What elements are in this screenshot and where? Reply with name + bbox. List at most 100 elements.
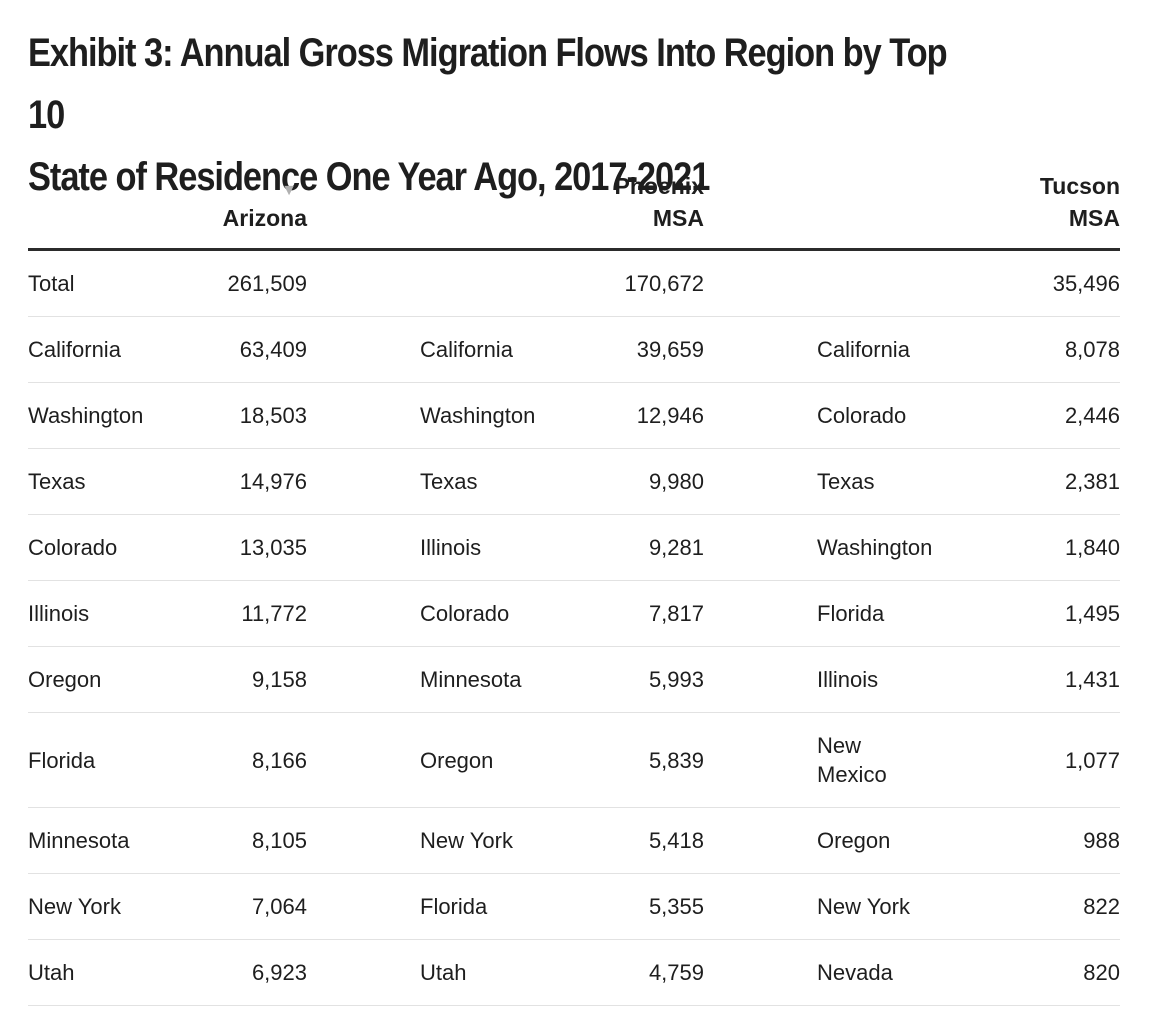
- phoenix-value-cell: 4,759: [600, 939, 704, 1006]
- arizona-value-cell: 18,503: [208, 382, 307, 449]
- tucson-value-cell: 820: [997, 939, 1120, 1006]
- header-spacer: [817, 170, 997, 251]
- table-row: Florida 8,166 Oregon 5,839 New Mexico 1,077: [28, 712, 1120, 808]
- tucson-value-cell: 1,077: [997, 712, 1120, 808]
- tucson-state-cell: Illinois: [817, 646, 997, 713]
- total-phoenix: 170,672: [600, 249, 704, 317]
- phoenix-value-cell: 9,281: [600, 514, 704, 581]
- tucson-state-line: Colorado: [817, 403, 907, 428]
- migration-table: ▼ Arizona Phoenix MSA Tucson MSA Tota: [28, 170, 1120, 1006]
- tucson-value-cell: 822: [997, 873, 1120, 940]
- table-row: California 63,409 California 39,659 Californ…: [28, 316, 1120, 383]
- tucson-value-cell: 1,431: [997, 646, 1120, 713]
- phoenix-value-cell: 7,817: [600, 580, 704, 647]
- total-arizona: 261,509: [208, 249, 307, 317]
- table-row: Illinois 11,772 Colorado 7,817 Florida 1,495: [28, 580, 1120, 647]
- tucson-state-line: Nevada: [817, 960, 893, 985]
- arizona-value-cell: 6,923: [208, 939, 307, 1006]
- tucson-state-line: New: [817, 733, 862, 758]
- arizona-value-cell: 13,035: [208, 514, 307, 581]
- tucson-state-cell: Oregon: [817, 807, 997, 874]
- arizona-state-cell: Colorado: [28, 514, 208, 581]
- tucson-value-cell: 8,078: [997, 316, 1120, 383]
- phoenix-value-cell: 5,355: [600, 873, 704, 940]
- total-label: Total: [28, 249, 208, 317]
- arizona-value-cell: 8,105: [208, 807, 307, 874]
- table-row: New York 7,064 Florida 5,355 New York 822: [28, 873, 1120, 940]
- arizona-state-cell: New York: [28, 873, 208, 940]
- arizona-value-cell: 63,409: [208, 316, 307, 383]
- tucson-value-cell: 1,495: [997, 580, 1120, 647]
- phoenix-state-cell: Oregon: [420, 712, 600, 808]
- tucson-state-line: Oregon: [817, 828, 891, 853]
- table-row: Utah 6,923 Utah 4,759 Nevada 820: [28, 939, 1120, 1006]
- phoenix-state-cell: Minnesota: [420, 646, 600, 713]
- tucson-state-line: Washington: [817, 535, 933, 560]
- table-row: Minnesota 8,105 New York 5,418 Oregon 988: [28, 807, 1120, 874]
- tucson-value-cell: 2,446: [997, 382, 1120, 449]
- sort-descending-icon[interactable]: ▼: [281, 182, 297, 199]
- table-row: Texas 14,976 Texas 9,980 Texas 2,381: [28, 448, 1120, 515]
- tucson-state-line: Mexico: [817, 762, 887, 787]
- tucson-state-cell: California: [817, 316, 997, 383]
- arizona-state-cell: Washington: [28, 382, 208, 449]
- column-header-tucson-line-2: MSA: [1068, 205, 1120, 231]
- column-header-arizona[interactable]: ▼ Arizona: [208, 170, 307, 251]
- tucson-state-cell: Colorado: [817, 382, 997, 449]
- column-header-phoenix-line-1: Phoenix: [614, 173, 704, 199]
- arizona-state-cell: California: [28, 316, 208, 383]
- header-row: ▼ Arizona Phoenix MSA Tucson MSA: [28, 170, 1120, 251]
- header-spacer: [420, 170, 600, 251]
- column-header-phoenix[interactable]: Phoenix MSA: [600, 170, 704, 251]
- phoenix-value-cell: 5,993: [600, 646, 704, 713]
- phoenix-state-cell: California: [420, 316, 600, 383]
- total-tucson: 35,496: [997, 249, 1120, 317]
- arizona-value-cell: 9,158: [208, 646, 307, 713]
- tucson-state-cell: New Mexico: [817, 712, 997, 808]
- column-header-arizona-label: Arizona: [222, 205, 307, 231]
- tucson-value-cell: 2,381: [997, 448, 1120, 515]
- tucson-state-cell: New York: [817, 873, 997, 940]
- column-header-tucson[interactable]: Tucson MSA: [997, 170, 1120, 251]
- phoenix-value-cell: 39,659: [600, 316, 704, 383]
- tucson-value-cell: 988: [997, 807, 1120, 874]
- tucson-state-cell: Washington: [817, 514, 997, 581]
- tucson-state-cell: Texas: [817, 448, 997, 515]
- column-header-phoenix-line-2: MSA: [652, 205, 704, 231]
- arizona-state-cell: Oregon: [28, 646, 208, 713]
- arizona-value-cell: 14,976: [208, 448, 307, 515]
- header-spacer: [307, 170, 420, 251]
- arizona-value-cell: 7,064: [208, 873, 307, 940]
- tucson-state-line: California: [817, 337, 910, 362]
- phoenix-state-cell: Washington: [420, 382, 600, 449]
- table-body: Total 261,509 170,672 35,496 California 6…: [28, 249, 1120, 1006]
- table-row: Washington 18,503 Washington 12,946 Colorado…: [28, 382, 1120, 449]
- arizona-state-cell: Texas: [28, 448, 208, 515]
- phoenix-state-cell: Texas: [420, 448, 600, 515]
- table-row: Oregon 9,158 Minnesota 5,993 Illinois 1,431: [28, 646, 1120, 713]
- arizona-value-cell: 8,166: [208, 712, 307, 808]
- tucson-state-cell: Nevada: [817, 939, 997, 1006]
- header-spacer: [28, 170, 208, 251]
- phoenix-value-cell: 9,980: [600, 448, 704, 515]
- phoenix-state-cell: Florida: [420, 873, 600, 940]
- arizona-state-cell: Illinois: [28, 580, 208, 647]
- arizona-value-cell: 11,772: [208, 580, 307, 647]
- tucson-state-line: Illinois: [817, 667, 879, 692]
- header-spacer: [704, 170, 817, 251]
- tucson-state-line: Texas: [817, 469, 875, 494]
- tucson-state-cell: Florida: [817, 580, 997, 647]
- tucson-state-line: New York: [817, 894, 910, 919]
- phoenix-value-cell: 5,839: [600, 712, 704, 808]
- arizona-state-cell: Florida: [28, 712, 208, 808]
- phoenix-state-cell: New York: [420, 807, 600, 874]
- chart-title-line-1: Exhibit 3: Annual Gross Migration Flows …: [28, 31, 948, 137]
- tucson-value-cell: 1,840: [997, 514, 1120, 581]
- tucson-state-line: Florida: [817, 601, 885, 626]
- column-header-tucson-line-1: Tucson: [1039, 173, 1120, 199]
- phoenix-value-cell: 12,946: [600, 382, 704, 449]
- phoenix-state-cell: Colorado: [420, 580, 600, 647]
- phoenix-value-cell: 5,418: [600, 807, 704, 874]
- phoenix-state-cell: Illinois: [420, 514, 600, 581]
